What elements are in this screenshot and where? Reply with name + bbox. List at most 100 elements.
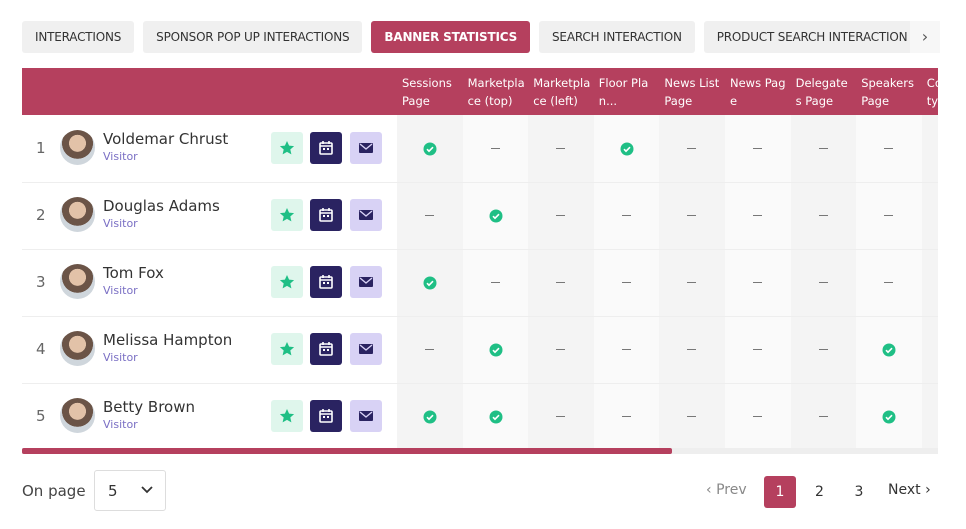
favorite-button[interactable] — [271, 266, 303, 298]
avatar — [60, 264, 95, 299]
dash — [753, 349, 762, 350]
user-role: Visitor — [103, 418, 138, 431]
cell — [528, 249, 594, 316]
dash — [687, 215, 697, 216]
favorite-button[interactable] — [271, 132, 303, 164]
page-button[interactable]: 3 — [854, 484, 864, 500]
table-row: 3 Tom Fox Visitor — [22, 249, 938, 317]
icon — [319, 409, 333, 423]
column-bg — [856, 115, 923, 448]
column-header: Community — [926, 76, 938, 108]
dash — [687, 416, 697, 417]
next-label: Next — [888, 482, 921, 498]
cell — [856, 115, 922, 182]
icon — [359, 344, 373, 354]
scrollbar[interactable] — [22, 448, 938, 454]
cell — [791, 182, 857, 249]
dash — [621, 282, 631, 283]
column-bg — [593, 115, 660, 448]
cell — [659, 316, 725, 383]
message-button[interactable] — [350, 400, 382, 432]
check-icon — [620, 142, 634, 156]
check-icon — [489, 410, 503, 424]
calendar-button[interactable] — [310, 400, 342, 432]
column-header: News Page — [730, 76, 786, 108]
column-header: Marketplace (left) — [533, 76, 591, 108]
icon — [359, 411, 373, 421]
message-button[interactable] — [350, 132, 382, 164]
tab[interactable]: SEARCH INTERACTION — [539, 21, 695, 53]
dash — [556, 148, 566, 149]
icon — [319, 275, 333, 289]
prev-label: Prev — [716, 482, 747, 498]
next-button[interactable]: Next › — [888, 482, 931, 498]
table: Sessions Page Marketplace (top) Marketplac… — [22, 68, 938, 448]
column-header: Sessions Page — [402, 76, 452, 108]
page-button[interactable]: 2 — [815, 484, 824, 500]
favorite-button[interactable] — [271, 199, 303, 231]
column-header: Speakers Page — [861, 76, 914, 108]
icon — [279, 141, 295, 155]
user-name: Douglas Adams — [103, 197, 220, 215]
avatar — [60, 398, 95, 433]
dash — [884, 215, 894, 216]
dash — [621, 215, 631, 216]
cell — [856, 182, 922, 249]
icon — [279, 275, 295, 289]
column-header: News List Page — [664, 76, 720, 108]
icon — [319, 141, 333, 155]
table-header — [22, 68, 938, 115]
dash — [753, 416, 762, 417]
cell — [725, 115, 791, 182]
tab[interactable]: SPONSOR POP UP INTERACTIONS — [143, 21, 363, 53]
prev-button[interactable]: ‹ Prev — [706, 482, 747, 498]
cell — [463, 316, 529, 383]
cell — [659, 115, 725, 182]
icon — [359, 143, 373, 153]
calendar-button[interactable] — [310, 266, 342, 298]
cell — [856, 249, 922, 316]
check-icon — [489, 343, 503, 357]
cell — [791, 316, 857, 383]
cell — [463, 182, 529, 249]
calendar-button[interactable] — [310, 333, 342, 365]
icon — [279, 409, 295, 423]
cell — [397, 383, 463, 448]
dash — [556, 282, 566, 283]
cell — [856, 383, 922, 448]
page-button[interactable]: 1 — [764, 476, 796, 508]
icon — [319, 208, 333, 222]
user-name: Betty Brown — [103, 398, 196, 416]
table-row: 4 Melissa Hampton Visitor — [22, 316, 938, 384]
cell — [463, 383, 529, 448]
favorite-button[interactable] — [271, 400, 303, 432]
page-size-value: 5 — [108, 482, 118, 500]
message-button[interactable] — [350, 266, 382, 298]
scrollbar-thumb[interactable] — [22, 448, 672, 454]
tab[interactable]: BANNER STATISTICS — [371, 21, 531, 53]
dash — [556, 215, 566, 216]
row-index: 4 — [36, 340, 46, 358]
cell — [856, 316, 922, 383]
avatar — [60, 331, 95, 366]
calendar-button[interactable] — [310, 199, 342, 231]
message-button[interactable] — [350, 199, 382, 231]
column-header: Floor Plan... — [598, 76, 649, 108]
tab[interactable]: PRODUCT SEARCH INTERACTION — [703, 21, 921, 53]
table-row: 5 Betty Brown Visitor — [22, 383, 938, 448]
icon — [279, 208, 295, 222]
check-icon — [882, 343, 896, 357]
dash — [753, 282, 762, 283]
dash — [687, 349, 697, 350]
column-bg — [790, 115, 857, 448]
chevron — [141, 486, 153, 494]
favorite-button[interactable] — [271, 333, 303, 365]
tab-scroll-right[interactable]: › — [910, 21, 940, 53]
page-size-select[interactable]: 5 — [94, 470, 166, 511]
message-button[interactable] — [350, 333, 382, 365]
cell — [791, 115, 857, 182]
dash — [818, 215, 828, 216]
calendar-button[interactable] — [310, 132, 342, 164]
avatar — [60, 130, 95, 165]
tab[interactable]: INTERACTIONS — [22, 21, 135, 53]
